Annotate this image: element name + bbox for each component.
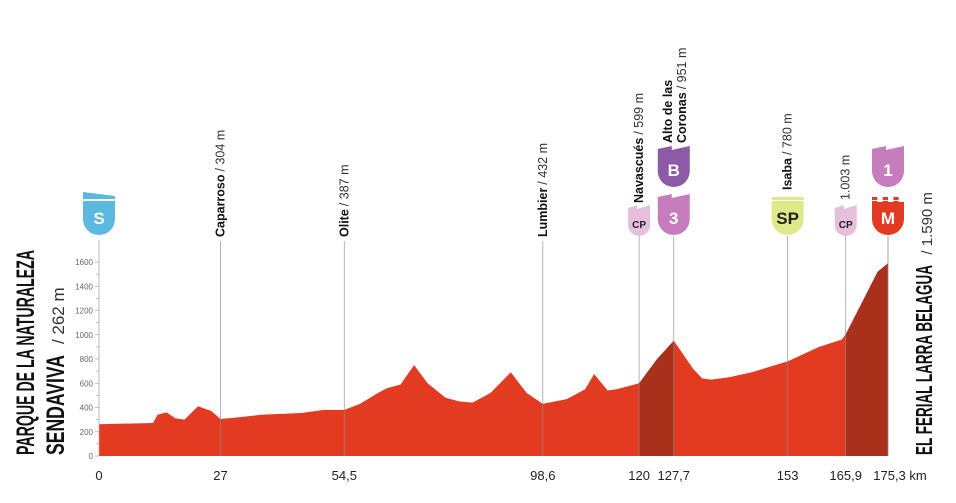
badge-cat: 1: [872, 146, 904, 187]
checkered-flag-icon: [872, 197, 878, 200]
place-elevation: / 780 m: [781, 113, 795, 155]
flag-icon: [834, 205, 857, 212]
flag-icon: [872, 146, 904, 153]
x-tick-label: 127,7: [657, 468, 690, 483]
place-elevation: / 304 m: [214, 130, 228, 172]
badge-cp: CP: [834, 205, 857, 236]
y-tick-label: 1200: [75, 307, 93, 316]
badge-shield-icon: [657, 153, 690, 187]
badge-shield-icon: [834, 212, 857, 236]
y-tick-label: 400: [80, 404, 94, 413]
climb-name-2: Coronas: [675, 92, 689, 143]
place-elevation: / 387 m: [337, 165, 351, 207]
badge-label: CP: [839, 220, 853, 231]
climb-label-line2: Coronas / 951 m: [675, 48, 689, 143]
climb-label-line1: Alto de las: [661, 80, 675, 143]
climb-elevation: / 951 m: [675, 48, 689, 90]
start-name-line2: SENDAVIVA: [42, 355, 70, 455]
badge-label: B: [668, 161, 680, 180]
x-tick-label: 120: [628, 468, 650, 483]
flag-icon: [657, 194, 690, 201]
finish-elevation: / 1.590 m: [919, 192, 936, 255]
climb-name: Alto de las: [661, 80, 675, 143]
y-tick-label: 800: [80, 355, 94, 364]
badge-bonus: B: [657, 146, 690, 187]
badge-finish: M: [872, 197, 904, 235]
badge-label: 3: [669, 209, 678, 228]
badge-label: M: [881, 209, 895, 228]
y-tick-label: 1400: [75, 282, 93, 291]
start-name-line1: PARQUE DE LA NATURALEZA: [12, 250, 40, 455]
x-tick-label: 27: [213, 468, 227, 483]
badge-start: S: [83, 192, 115, 235]
x-tick-label: 165,9: [829, 468, 862, 483]
place-name: Navascués: [632, 138, 646, 203]
checkered-flag-icon: [893, 197, 899, 200]
checkered-flag-icon: [898, 199, 904, 202]
badge-shield-icon: [657, 201, 690, 235]
profile-area-group: [99, 263, 888, 456]
x-tick-label: 0: [95, 468, 102, 483]
badge-shield-icon: [628, 212, 651, 236]
start-elevation: / 262 m: [49, 287, 68, 344]
x-tick-label: 153: [777, 468, 799, 483]
y-tick-label: 1000: [75, 331, 93, 340]
flag-icon: [83, 192, 115, 199]
place-elevation: 1.003 m: [839, 155, 853, 200]
x-tick-label: 54,5: [332, 468, 357, 483]
marker-lines-group: [220, 236, 889, 456]
checkered-flag-icon: [888, 199, 894, 202]
x-tick-label: 175,3 km: [873, 468, 926, 483]
markers-group: S Caparroso / 304 m Olite / 387 m Lumbier / 43…: [83, 48, 904, 237]
finish-name: EL FERIAL LARRA BELAGUA: [911, 265, 937, 455]
badge-label: S: [93, 209, 104, 228]
badge-label: CP: [632, 220, 646, 231]
place-name: Isaba: [781, 157, 795, 190]
y-tick-label: 0: [89, 452, 94, 461]
flag-stripe-icon: [771, 197, 804, 200]
place-label: Isaba / 780 m: [781, 113, 795, 190]
place-name: Caparroso: [214, 174, 228, 237]
checkered-flag-icon: [877, 199, 883, 202]
place-elevation: / 432 m: [536, 143, 550, 185]
y-tick-label: 200: [80, 428, 94, 437]
badge-cat: 3: [657, 194, 690, 235]
place-label: 1.003 m: [839, 155, 853, 200]
flag-icon: [628, 205, 651, 212]
place-name: Lumbier: [536, 188, 550, 237]
place-label: Caparroso / 304 m: [214, 130, 228, 237]
badge-shield-icon: [872, 201, 904, 235]
place-label: Navascués / 599 m: [632, 93, 646, 203]
badge-shield-icon: [872, 153, 904, 187]
y-tick-label: 1600: [75, 258, 93, 267]
flag-icon: [657, 146, 690, 153]
y-tick-label: 600: [80, 379, 94, 388]
checkered-flag-icon: [882, 197, 888, 200]
y-axis: 0 200 400 600 800 1000 1200 1400 1600: [75, 240, 100, 461]
badge-cp: CP: [628, 205, 651, 236]
place-label: Olite / 387 m: [337, 165, 351, 237]
profile-area: [99, 263, 888, 456]
x-axis: 0 27 54,5 98,6 120 127,7 153 165,9 175,3 km: [95, 468, 926, 483]
badge-shield-icon: [83, 201, 115, 235]
place-elevation: / 599 m: [632, 93, 646, 135]
x-tick-label: 98,6: [530, 468, 555, 483]
place-name: Olite: [337, 209, 351, 237]
start-label-line2: SENDAVIVA / 262 m: [42, 287, 70, 455]
badge-sprint: SP: [771, 197, 804, 235]
finish-label: EL FERIAL LARRA BELAGUA / 1.590 m: [911, 192, 937, 455]
badge-shield-icon: [771, 201, 804, 235]
place-label: Lumbier / 432 m: [536, 143, 550, 237]
badge-label: 1: [883, 161, 892, 180]
badge-label: SP: [776, 209, 799, 228]
